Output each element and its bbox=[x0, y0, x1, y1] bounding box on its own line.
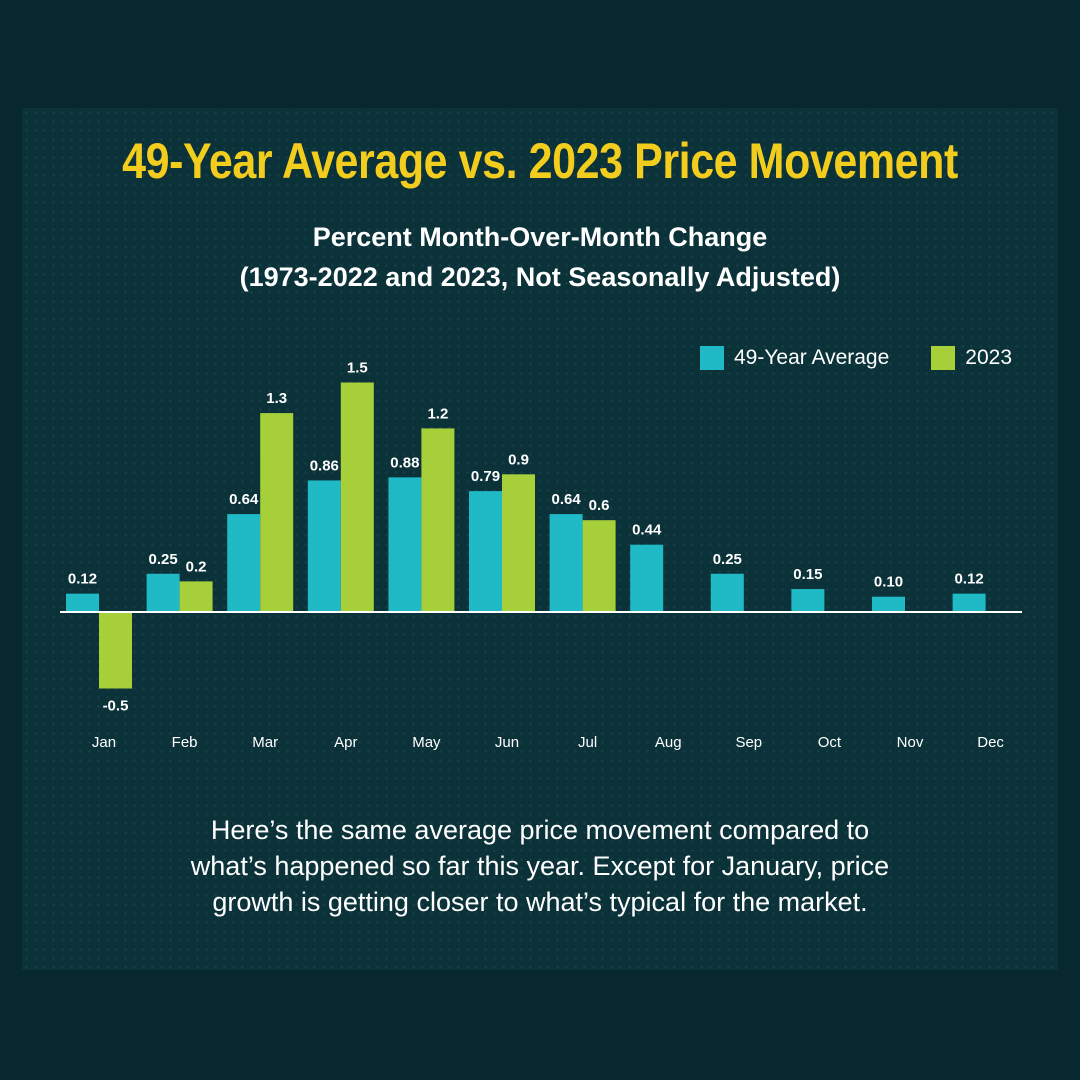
bar-average-nov bbox=[872, 596, 905, 612]
legend-item-2023: 2023 bbox=[931, 346, 1012, 370]
bar-average-sep bbox=[710, 573, 744, 612]
chart-title: 49-Year Average vs. 2023 Price Movement bbox=[122, 133, 958, 189]
caption: Here’s the same average price movement c… bbox=[0, 812, 1080, 920]
bar-2023-jul bbox=[582, 520, 616, 612]
background-panel bbox=[22, 108, 1058, 970]
x-tick-label: Dec bbox=[977, 734, 1004, 751]
data-label: 1.5 bbox=[347, 360, 368, 377]
data-label: 0.10 bbox=[874, 574, 903, 591]
data-label: 0.44 bbox=[632, 522, 662, 539]
x-tick-label: Feb bbox=[172, 734, 198, 751]
data-label: 0.86 bbox=[310, 457, 339, 474]
legend-label-2023: 2023 bbox=[965, 346, 1013, 369]
bar-2023-may bbox=[421, 428, 455, 612]
data-label: 0.25 bbox=[148, 551, 177, 568]
data-label: 0.15 bbox=[793, 566, 822, 583]
bar-average-jan bbox=[66, 593, 99, 612]
bar-average-jun bbox=[469, 491, 502, 612]
data-label: 0.25 bbox=[713, 551, 742, 568]
x-tick-label: May bbox=[412, 734, 441, 751]
data-label: 0.88 bbox=[390, 454, 419, 471]
data-label: 0.64 bbox=[229, 491, 259, 508]
legend-swatch-2023 bbox=[931, 346, 956, 370]
bar-average-jul bbox=[549, 514, 583, 612]
x-tick-label: Jan bbox=[92, 734, 116, 751]
data-label: 0.6 bbox=[589, 497, 610, 514]
x-tick-label: Sep bbox=[735, 734, 762, 751]
legend-item-average: 49-Year Average bbox=[700, 346, 889, 370]
data-label: -0.5 bbox=[103, 698, 129, 715]
x-tick-label: Mar bbox=[252, 734, 278, 751]
legend-label-average: 49-Year Average bbox=[734, 346, 890, 369]
data-label: 0.64 bbox=[551, 491, 581, 508]
data-label: 0.2 bbox=[186, 558, 207, 575]
chart-subtitle-line2: (1973-2022 and 2023, Not Seasonally Adju… bbox=[239, 262, 841, 292]
bar-average-may bbox=[388, 477, 422, 612]
x-tick-label: Nov bbox=[897, 734, 924, 751]
bar-2023-jan bbox=[99, 612, 132, 689]
caption-line: what’s happened so far this year. Except… bbox=[190, 851, 890, 881]
data-label: 1.3 bbox=[266, 390, 287, 407]
x-tick-label: Aug bbox=[655, 734, 682, 751]
bar-2023-apr bbox=[340, 382, 374, 612]
x-tick-label: Oct bbox=[818, 734, 842, 751]
bar-2023-feb bbox=[179, 581, 213, 612]
bar-average-oct bbox=[791, 589, 825, 612]
bar-average-dec bbox=[952, 593, 986, 612]
x-tick-label: Jun bbox=[495, 734, 519, 751]
bar-average-apr bbox=[307, 480, 341, 612]
bar-average-aug bbox=[630, 544, 664, 612]
caption-line: growth is getting closer to what’s typic… bbox=[212, 887, 868, 917]
bar-2023-jun bbox=[502, 474, 535, 612]
bar-average-mar bbox=[227, 514, 261, 612]
data-label: 0.12 bbox=[954, 571, 983, 588]
x-tick-label: Jul bbox=[578, 734, 597, 751]
chart-subtitle-line1: Percent Month-Over-Month Change bbox=[312, 222, 768, 252]
legend-swatch-average bbox=[700, 346, 724, 370]
caption-line: Here’s the same average price movement c… bbox=[210, 815, 870, 845]
data-label: 0.9 bbox=[508, 451, 529, 468]
data-label: 0.79 bbox=[471, 468, 500, 485]
data-label: 0.12 bbox=[68, 571, 97, 588]
legend: 49-Year Average 2023 bbox=[700, 346, 1012, 370]
x-tick-label: Apr bbox=[334, 734, 357, 751]
bar-average-feb bbox=[146, 573, 180, 612]
data-label: 1.2 bbox=[427, 405, 448, 422]
bar-2023-mar bbox=[260, 413, 294, 612]
